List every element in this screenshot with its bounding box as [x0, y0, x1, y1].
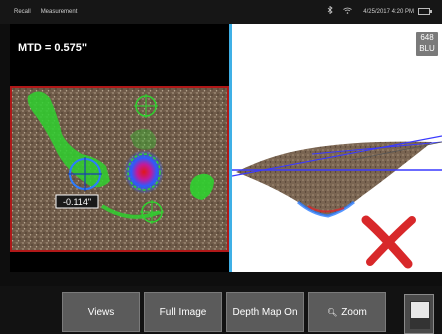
green-overlay-left [27, 91, 110, 188]
image-frame [10, 86, 229, 252]
full-image-button[interactable]: Full Image [144, 292, 222, 332]
zoom-button[interactable]: 🔍︎ Zoom [308, 292, 386, 332]
reference-plane-line-3 [311, 141, 442, 155]
status-icons [327, 6, 352, 14]
panel-divider [229, 24, 232, 272]
side-menu-icon [410, 301, 430, 329]
datetime-readout: 4/25/2017 4:20 PM [363, 9, 414, 15]
measurement-cursor-3[interactable] [140, 200, 164, 224]
inspection-image[interactable]: -0.114" [10, 86, 229, 252]
battery-icon [418, 8, 432, 15]
reference-plane-line-2 [232, 135, 442, 177]
breadcrumb-recall[interactable]: Recall [14, 9, 31, 15]
view-tag-line-1: 648 [420, 33, 434, 42]
depth-map-button[interactable]: Depth Map On [226, 292, 304, 332]
3d-profile-panel[interactable]: 648 BLU [232, 24, 442, 272]
view-tag: 648 BLU [416, 32, 438, 56]
wifi-icon [343, 7, 352, 14]
green-overlay-right [190, 173, 214, 200]
bluetooth-icon [327, 6, 333, 14]
depth-map-button-label: Depth Map On [232, 306, 298, 318]
bottom-toolbar: Views Full Image Depth Map On 🔍︎ Zoom [0, 286, 442, 334]
views-button[interactable]: Views [62, 292, 140, 332]
green-overlay-small [130, 128, 157, 150]
breadcrumb-measurement: Measurement [40, 9, 78, 15]
zoom-icon: 🔍︎ [327, 307, 338, 317]
depth-bowl [236, 141, 432, 216]
views-button-label: Views [87, 306, 115, 318]
depth-value-box: -0.114" [55, 194, 99, 209]
depth-value-label: -0.114" [63, 197, 91, 207]
depth-heatmap-spot [124, 150, 164, 194]
inspection-image-panel[interactable]: MTD = 0.575" [10, 24, 229, 272]
green-overlay-arc [100, 204, 161, 219]
3d-surface-view[interactable] [232, 24, 442, 272]
zoom-button-label: Zoom [341, 306, 367, 318]
side-menu-button[interactable] [404, 294, 434, 334]
status-bar: Recall Measurement 4/25/2017 4:20 PM [0, 0, 442, 24]
mtd-readout: MTD = 0.575" [18, 42, 88, 54]
measurement-cursor-2[interactable] [134, 94, 158, 118]
measurement-cursor-1[interactable] [68, 157, 102, 191]
view-tag-line-2: BLU [419, 44, 435, 53]
invalid-x-icon [361, 215, 416, 269]
full-image-button-label: Full Image [159, 306, 207, 318]
